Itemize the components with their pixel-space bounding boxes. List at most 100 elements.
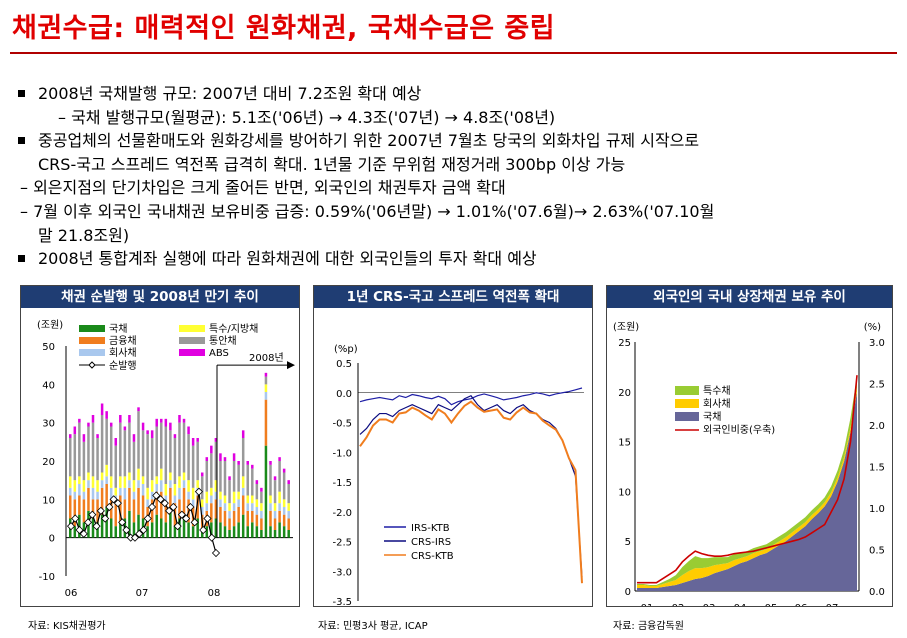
- bar-segment: [132, 491, 136, 500]
- bar-segment: [105, 507, 108, 538]
- bar-segment: [187, 434, 190, 481]
- bar-segment: [173, 484, 177, 496]
- bar-segment: [82, 441, 86, 481]
- bar-segment: [255, 514, 259, 527]
- bar-segment: [232, 453, 236, 461]
- bar-segment: [237, 461, 240, 465]
- bar-segment: [119, 422, 122, 477]
- legend-label: 특수/지방채: [209, 323, 258, 335]
- bar-segment: [287, 530, 290, 538]
- bar-segment: [100, 472, 104, 481]
- bar-segment: [223, 461, 227, 496]
- bar-segment: [169, 510, 172, 538]
- bar-segment: [278, 457, 281, 461]
- y-tick-label: 0: [625, 587, 631, 598]
- bar-segment: [210, 453, 213, 488]
- x-tick-label: 03: [703, 603, 716, 606]
- bar-segment: [160, 468, 163, 481]
- bar-segment: [182, 487, 186, 515]
- bar-segment: [178, 487, 181, 500]
- bar-segment: [273, 480, 277, 504]
- bar-segment: [182, 422, 186, 473]
- bar-segment: [87, 422, 90, 427]
- bar-segment: [219, 507, 222, 523]
- bar-segment: [287, 518, 290, 530]
- chart-panel-foreign-holdings: 외국인의 국내 상장채권 보유 추이 (조원) (%) 0 5 10 15 20 25 0.0 0…: [606, 285, 893, 607]
- bar-segment: [246, 503, 249, 511]
- bar-segment: [246, 495, 249, 504]
- bar-segment: [237, 522, 240, 538]
- net-issuance-point: [113, 499, 122, 508]
- bar-segment: [160, 518, 163, 538]
- bar-segment: [269, 464, 272, 496]
- legend-swatch: [179, 349, 205, 356]
- bar-segment: [100, 514, 104, 538]
- legend-swatch: [675, 399, 699, 408]
- bar-segment: [187, 426, 190, 435]
- net-issuance-point: [79, 529, 88, 538]
- y-tick-label: -1.0: [332, 448, 352, 459]
- bar-segment: [69, 487, 72, 496]
- net-issuance-point: [83, 518, 93, 527]
- bar-segment: [237, 507, 240, 523]
- bar-segment: [119, 487, 122, 496]
- bar-segment: [287, 480, 290, 484]
- bar-segment: [155, 418, 158, 427]
- bar-segment: [214, 499, 218, 519]
- bar-segment: [150, 522, 154, 538]
- bar-segment: [169, 472, 172, 481]
- bar-segment: [219, 461, 222, 492]
- bar-segment: [196, 480, 199, 488]
- legend-label: ABS: [209, 348, 229, 359]
- bar-segment: [87, 487, 90, 511]
- y-tick-label: 40: [42, 380, 55, 391]
- bar-segment: [114, 526, 118, 538]
- square-bullet-icon: [18, 255, 25, 263]
- net-issuance-point: [169, 502, 178, 512]
- bar-segment: [255, 484, 259, 500]
- bar-segment: [251, 522, 254, 538]
- bullet-item: CRS-국고 스프레드 역전폭 급격히 확대. 1년물 기준 무위험 재정거래 …: [38, 153, 898, 177]
- bar-segment: [160, 491, 163, 519]
- bar-segment: [251, 464, 254, 469]
- bar-segment: [255, 499, 259, 507]
- bar-segment: [191, 499, 195, 507]
- bar-segment: [232, 503, 236, 511]
- x-tick-label: 01: [641, 603, 654, 606]
- area-series: [637, 391, 857, 591]
- legend-label: 국채: [703, 411, 721, 423]
- net-issuance-point: [88, 510, 97, 519]
- bar-segment: [73, 426, 77, 435]
- bar-segment: [146, 487, 149, 500]
- bar-segment: [251, 510, 254, 523]
- bar-segment: [269, 461, 272, 465]
- bar-segment: [141, 422, 145, 431]
- net-issuance-point: [139, 525, 148, 535]
- chart-panel-bond-issuance: 채권 순발행 및 2008년 만기 추이 (조원) -10 0 10 20 30 40 50 0…: [20, 285, 300, 607]
- bar-segment: [128, 415, 131, 423]
- bullet-item: – 국채 발행규모(월평균): 5.1조('06년) → 4.3조('07년) …: [38, 106, 898, 130]
- y-tick-label-right: 1.5: [869, 463, 885, 474]
- bar-segment: [219, 491, 222, 500]
- bar-segment: [269, 526, 272, 538]
- bar-segment: [155, 476, 158, 484]
- net-issuance-point: [122, 525, 131, 535]
- bar-segment: [237, 499, 240, 507]
- arrow-head-icon: [287, 361, 295, 370]
- bar-segment: [96, 491, 99, 500]
- bar-segment: [223, 495, 227, 504]
- bar-segment: [187, 491, 190, 500]
- y-tick-label: -3.5: [332, 597, 352, 606]
- bar-segment: [282, 526, 286, 538]
- bar-segment: [100, 403, 104, 415]
- source-note: 자료: KIS채권평가: [28, 621, 106, 632]
- bar-segment: [105, 484, 108, 507]
- bar-segment: [164, 495, 168, 504]
- y-tick-label: -0.5: [332, 419, 352, 430]
- bar-segment: [87, 426, 90, 473]
- bar-segment: [205, 503, 209, 511]
- bar-segment: [173, 526, 177, 538]
- bar-segment: [155, 514, 158, 538]
- bar-segment: [278, 522, 281, 538]
- annotation-label: 2008년: [249, 352, 284, 364]
